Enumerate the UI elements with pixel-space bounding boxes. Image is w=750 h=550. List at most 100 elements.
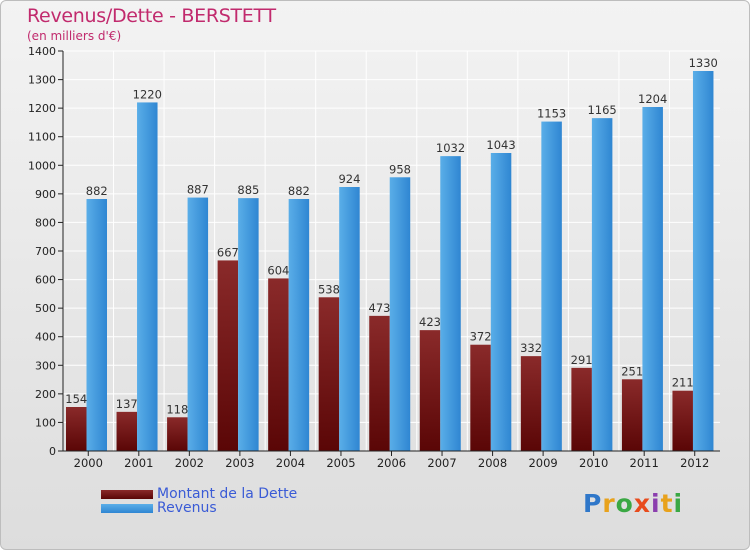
bar-dette: [369, 315, 390, 451]
bar-revenus: [642, 107, 663, 451]
data-label-dette: 473: [369, 301, 391, 315]
y-tick-label: 200: [35, 388, 56, 401]
y-tick-label: 1300: [28, 74, 56, 87]
bar-dette: [167, 417, 188, 451]
x-tick-label: 2009: [528, 456, 557, 470]
bar-dette: [520, 356, 542, 451]
data-label-dette: 604: [267, 263, 289, 277]
data-label-revenus: 1165: [587, 103, 616, 117]
x-tick-label: 2006: [377, 456, 406, 470]
data-label-dette: 291: [571, 353, 593, 367]
x-tick-label: 2012: [680, 456, 709, 470]
data-label-dette: 251: [621, 364, 643, 378]
data-label-revenus: 924: [338, 172, 360, 186]
chart-subtitle: (en milliers d'€): [27, 29, 122, 43]
x-tick-label: 2000: [74, 456, 103, 470]
y-tick-label: 600: [35, 274, 56, 287]
bar-revenus: [187, 197, 209, 451]
legend: Montant de la Dette Revenus: [101, 487, 297, 515]
data-label-dette: 211: [672, 376, 694, 390]
bar-dette: [268, 278, 289, 451]
bar-revenus: [591, 118, 613, 452]
bar-dette: [116, 411, 138, 451]
data-label-dette: 423: [419, 315, 441, 329]
y-tick-label: 100: [35, 416, 56, 429]
bar-dette: [672, 390, 693, 451]
bar-revenus: [440, 156, 461, 451]
data-label-dette: 538: [318, 282, 340, 296]
x-tick-label: 2008: [478, 456, 507, 470]
data-label-revenus: 882: [288, 184, 310, 198]
data-label-revenus: 1204: [638, 92, 667, 106]
x-tick-label: 2003: [225, 456, 254, 470]
chart-title: Revenus/Dette - BERSTETT: [27, 5, 276, 27]
bar-dette: [621, 379, 643, 451]
bars: [66, 71, 714, 452]
data-label-revenus: 1330: [689, 56, 718, 70]
legend-item-revenus: Revenus: [101, 501, 297, 515]
x-tick-label: 2011: [630, 456, 659, 470]
x-tick-label: 2010: [579, 456, 608, 470]
y-tick-label: 300: [35, 359, 56, 372]
x-tick-label: 2004: [276, 456, 305, 470]
data-labels: 154 882 137 1220 118 887 667 885 604 882 538 924 473…: [65, 56, 718, 416]
data-label-dette: 667: [217, 245, 239, 259]
y-tick-label: 500: [35, 302, 56, 315]
bar-revenus: [541, 121, 562, 452]
data-label-dette: 372: [470, 330, 492, 344]
x-tick-label: 2005: [326, 456, 355, 470]
logo-letter: i: [651, 489, 661, 518]
y-tick-label: 800: [35, 216, 56, 229]
data-label-revenus: 958: [389, 162, 411, 176]
bar-revenus: [692, 71, 714, 451]
bar-revenus: [490, 153, 512, 451]
legend-swatch-dette: [101, 489, 153, 499]
legend-label-revenus: Revenus: [157, 500, 217, 516]
data-label-revenus: 1220: [133, 87, 162, 101]
logo-letter: o: [615, 489, 634, 518]
data-label-revenus: 885: [237, 183, 259, 197]
data-label-revenus: 1043: [486, 138, 515, 152]
y-tick-label: 900: [35, 188, 56, 201]
x-tick-label: 2002: [175, 456, 204, 470]
bar-revenus: [86, 199, 107, 451]
legend-label-dette: Montant de la Dette: [157, 486, 298, 502]
bar-dette: [470, 344, 491, 451]
bar-dette: [217, 260, 239, 451]
x-tick-label: 2001: [124, 456, 153, 470]
bar-revenus: [288, 199, 310, 451]
bar-revenus: [389, 177, 411, 452]
logo-letter: P: [583, 489, 603, 518]
y-tick-label: 0: [49, 445, 56, 458]
y-tick-label: 1400: [28, 45, 56, 58]
logo-letter: t: [660, 489, 674, 518]
data-label-revenus: 882: [86, 184, 108, 198]
x-tick-label: 2007: [427, 456, 456, 470]
data-label-dette: 137: [116, 397, 138, 411]
bar-dette: [571, 367, 592, 451]
bar-dette: [318, 297, 340, 451]
bar-revenus: [339, 187, 360, 451]
y-tick-label: 700: [35, 245, 56, 258]
legend-item-dette: Montant de la Dette: [101, 487, 297, 501]
logo-letter: x: [633, 489, 651, 518]
data-label-revenus: 887: [187, 183, 209, 197]
logo-letter: r: [602, 489, 616, 518]
data-label-revenus: 1153: [537, 107, 566, 121]
proxiti-logo: Proxiti: [583, 489, 683, 518]
bar-revenus: [137, 102, 158, 451]
y-tick-label: 1100: [28, 131, 56, 144]
bar-revenus: [238, 198, 259, 451]
axes: 0 100 200 300 400 500 600 700 800 900 1000 1100 1200…: [28, 45, 720, 470]
y-tick-label: 1200: [28, 102, 56, 115]
legend-swatch-revenus: [101, 503, 153, 513]
bar-dette: [66, 407, 87, 451]
data-label-dette: 154: [65, 392, 87, 406]
data-label-dette: 332: [520, 341, 542, 355]
bar-dette: [419, 330, 441, 451]
y-tick-label: 1000: [28, 159, 56, 172]
logo-letter: i: [673, 489, 684, 518]
data-label-dette: 118: [166, 402, 188, 416]
